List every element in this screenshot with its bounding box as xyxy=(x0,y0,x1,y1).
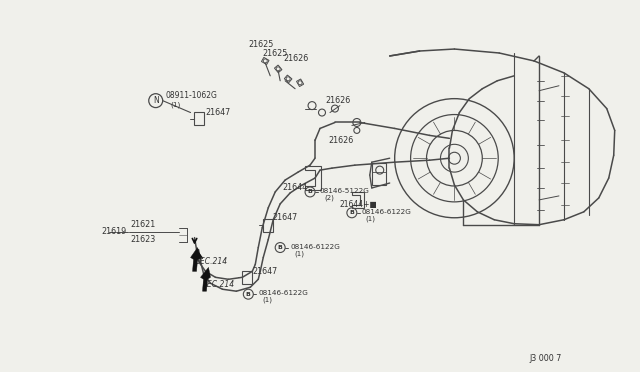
Bar xyxy=(243,271,252,284)
Text: SEC.214: SEC.214 xyxy=(196,257,228,266)
Polygon shape xyxy=(296,79,303,87)
Text: 21644+■: 21644+■ xyxy=(340,201,378,209)
Text: 08146-6122G: 08146-6122G xyxy=(290,244,340,250)
Text: 21621: 21621 xyxy=(131,220,156,229)
Text: (2): (2) xyxy=(324,195,334,201)
Bar xyxy=(263,219,273,232)
Text: 21647: 21647 xyxy=(252,267,278,276)
Polygon shape xyxy=(284,75,292,83)
Text: 21619: 21619 xyxy=(101,227,126,236)
Text: 21626: 21626 xyxy=(283,54,308,64)
Polygon shape xyxy=(305,166,321,190)
Circle shape xyxy=(263,59,268,63)
Text: (1): (1) xyxy=(366,215,376,222)
Circle shape xyxy=(276,67,280,71)
Polygon shape xyxy=(352,192,364,208)
Text: SEC.214: SEC.214 xyxy=(202,280,235,289)
Text: 21644: 21644 xyxy=(282,183,307,192)
Text: 21626: 21626 xyxy=(325,96,350,105)
Text: (1): (1) xyxy=(294,250,304,257)
Polygon shape xyxy=(200,267,211,291)
Text: (1): (1) xyxy=(171,101,181,108)
Polygon shape xyxy=(262,57,269,64)
Polygon shape xyxy=(191,247,200,271)
Text: (1): (1) xyxy=(262,297,272,304)
Circle shape xyxy=(298,81,302,85)
Text: 08146-6122G: 08146-6122G xyxy=(259,290,308,296)
Text: B: B xyxy=(308,189,312,195)
Text: 21625: 21625 xyxy=(262,48,287,58)
Text: 21625: 21625 xyxy=(248,39,274,49)
Text: 21623: 21623 xyxy=(131,235,156,244)
Text: 08146-5122G: 08146-5122G xyxy=(320,188,370,194)
Bar xyxy=(193,112,204,125)
Text: B: B xyxy=(246,292,251,297)
Text: 08146-6122G: 08146-6122G xyxy=(362,209,412,215)
Text: J3 000 7: J3 000 7 xyxy=(529,354,561,363)
Polygon shape xyxy=(275,65,282,73)
Text: 21647: 21647 xyxy=(205,108,231,117)
Text: 21626: 21626 xyxy=(328,136,353,145)
Text: B: B xyxy=(349,210,355,215)
Circle shape xyxy=(286,77,290,81)
Bar xyxy=(372,163,386,185)
Text: 21647: 21647 xyxy=(272,213,298,222)
Text: B: B xyxy=(278,245,283,250)
Text: 08911-1062G: 08911-1062G xyxy=(166,91,218,100)
Text: N: N xyxy=(153,96,159,105)
